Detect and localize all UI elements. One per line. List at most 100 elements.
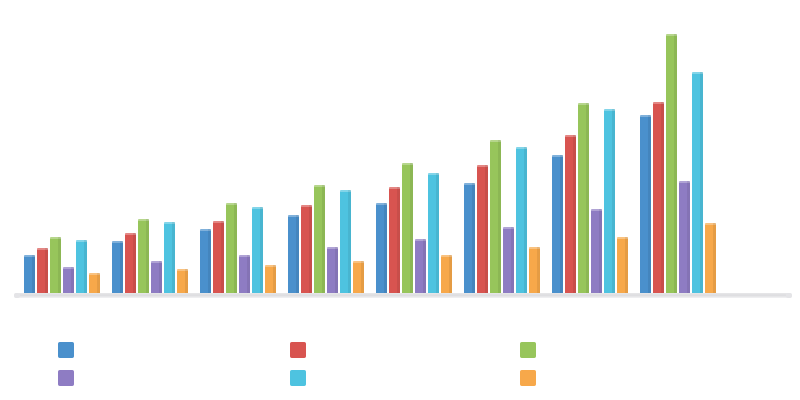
legend-swatch-icon	[520, 342, 536, 358]
bar-highlight	[640, 115, 651, 117]
bar[interactable]	[50, 237, 61, 295]
bar-highlight	[265, 265, 276, 267]
bar[interactable]	[112, 241, 123, 295]
bar[interactable]	[591, 209, 602, 295]
bar-highlight	[565, 135, 576, 137]
bar-shadow	[58, 237, 61, 295]
bar[interactable]	[464, 183, 475, 295]
bar[interactable]	[37, 248, 48, 295]
x-axis-left-cap	[14, 293, 20, 298]
bar-highlight	[327, 247, 338, 249]
bar[interactable]	[265, 265, 276, 295]
bar-shadow	[45, 248, 48, 295]
bar-shadow	[335, 247, 338, 295]
bar[interactable]	[692, 72, 703, 295]
bar-highlight	[503, 227, 514, 229]
bar[interactable]	[164, 222, 175, 295]
bar[interactable]	[389, 187, 400, 295]
bar-shadow	[537, 247, 540, 295]
bar-highlight	[226, 203, 237, 205]
bar[interactable]	[151, 261, 162, 295]
bar[interactable]	[516, 147, 527, 295]
bar-highlight	[50, 237, 61, 239]
bar[interactable]	[666, 34, 677, 295]
bar[interactable]	[529, 247, 540, 295]
chart-legend	[0, 300, 800, 400]
bar-group	[464, 0, 542, 295]
bar-shadow	[524, 147, 527, 295]
bar-shadow	[32, 255, 35, 295]
bar-shadow	[208, 229, 211, 295]
bar-shadow	[146, 219, 149, 295]
bar-shadow	[436, 173, 439, 295]
bar-highlight	[705, 223, 716, 225]
bar-highlight	[604, 109, 615, 111]
bar-shadow	[361, 261, 364, 295]
bar[interactable]	[617, 237, 628, 295]
bar-highlight	[252, 207, 263, 209]
legend-swatch-icon	[290, 342, 306, 358]
bar-highlight	[24, 255, 35, 257]
bar-highlight	[490, 140, 501, 142]
bar[interactable]	[490, 140, 501, 295]
bar[interactable]	[239, 255, 250, 295]
bar-shadow	[221, 221, 224, 295]
bar[interactable]	[288, 215, 299, 295]
bar[interactable]	[477, 165, 488, 295]
bar[interactable]	[565, 135, 576, 295]
bar-highlight	[516, 147, 527, 149]
bar[interactable]	[24, 255, 35, 295]
bar[interactable]	[213, 221, 224, 295]
bar[interactable]	[252, 207, 263, 295]
bar[interactable]	[314, 185, 325, 295]
bar[interactable]	[89, 273, 100, 295]
legend-item-series-5[interactable]	[290, 369, 314, 387]
bar[interactable]	[63, 267, 74, 295]
legend-item-series-2[interactable]	[290, 341, 314, 359]
bar-shadow	[410, 163, 413, 295]
bar[interactable]	[441, 255, 452, 295]
bar-shadow	[687, 181, 690, 295]
bar[interactable]	[428, 173, 439, 295]
bar[interactable]	[200, 229, 211, 295]
bar[interactable]	[138, 219, 149, 295]
bar[interactable]	[226, 203, 237, 295]
bar-highlight	[151, 261, 162, 263]
bar-highlight	[76, 240, 87, 242]
bar[interactable]	[705, 223, 716, 295]
bar-shadow	[97, 273, 100, 295]
bar-highlight	[464, 183, 475, 185]
bar[interactable]	[402, 163, 413, 295]
bar[interactable]	[125, 233, 136, 295]
bar-shadow	[449, 255, 452, 295]
bar-shadow	[397, 187, 400, 295]
bar[interactable]	[604, 109, 615, 295]
bar[interactable]	[327, 247, 338, 295]
bar[interactable]	[376, 203, 387, 295]
bar-shadow	[560, 155, 563, 295]
bar[interactable]	[679, 181, 690, 295]
bar-shadow	[472, 183, 475, 295]
bar[interactable]	[578, 103, 589, 295]
bar[interactable]	[415, 239, 426, 295]
bar[interactable]	[76, 240, 87, 295]
bar[interactable]	[552, 155, 563, 295]
bar-shadow	[71, 267, 74, 295]
legend-item-series-4[interactable]	[58, 369, 82, 387]
bar[interactable]	[653, 102, 664, 295]
bar[interactable]	[177, 269, 188, 295]
bar-shadow	[120, 241, 123, 295]
bar[interactable]	[503, 227, 514, 295]
legend-item-series-1[interactable]	[58, 341, 82, 359]
bar-group	[200, 0, 278, 295]
bar[interactable]	[340, 190, 351, 295]
bar[interactable]	[640, 115, 651, 295]
bar-shadow	[348, 190, 351, 295]
bar-highlight	[389, 187, 400, 189]
bar[interactable]	[301, 205, 312, 295]
bar-shadow	[586, 103, 589, 295]
legend-item-series-6[interactable]	[520, 369, 544, 387]
bar-shadow	[661, 102, 664, 295]
legend-item-series-3[interactable]	[520, 341, 544, 359]
bar[interactable]	[353, 261, 364, 295]
